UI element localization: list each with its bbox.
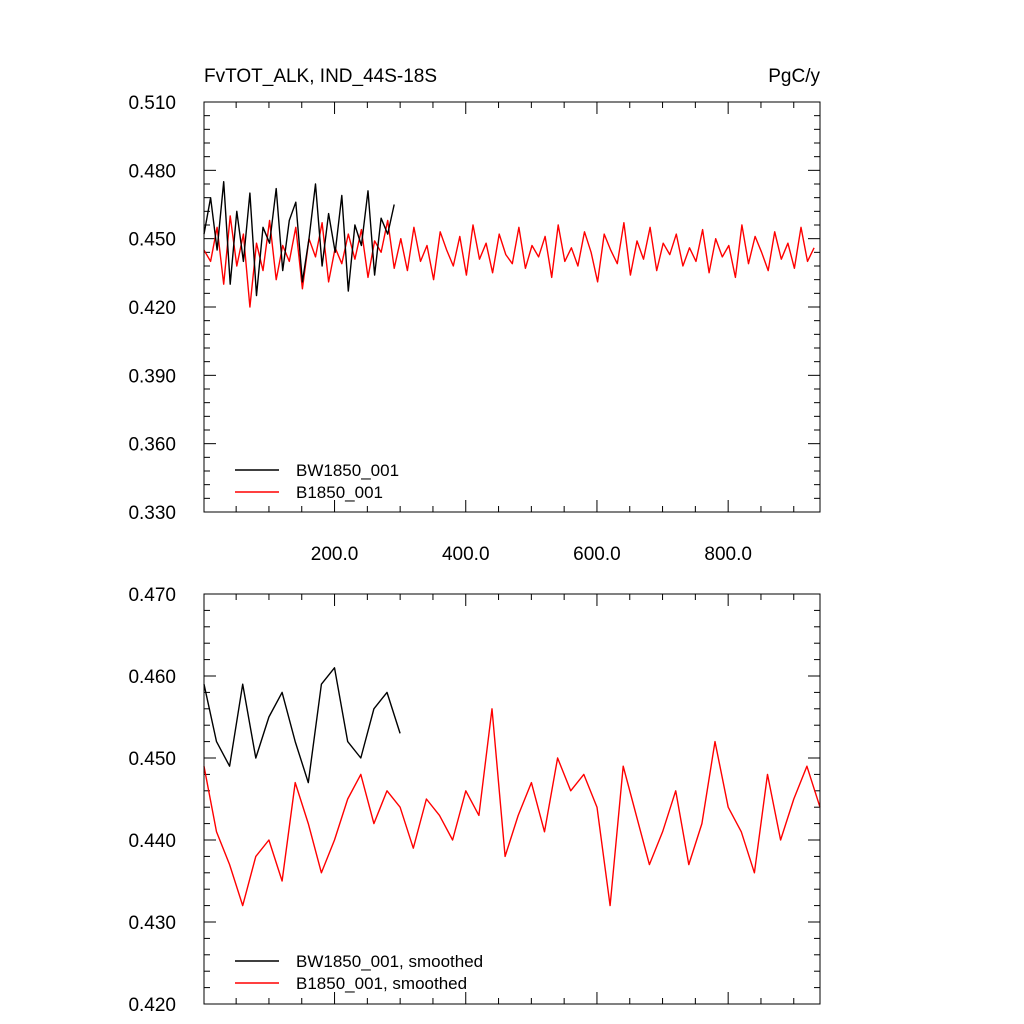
top-series-b1850-001 (203, 215, 815, 308)
top-panel-frame (203, 101, 821, 513)
bottom-panel-legend: BW1850_001, smoothed B1850_001, smoothed (235, 952, 483, 993)
bottom-panel-ticks: 0.420 0.430 0.440 0.450 0.460 0.470 (128, 585, 820, 1016)
x-tick-label: 800.0 (704, 544, 752, 565)
y-tick-label: 0.420 (128, 995, 176, 1016)
legend-label-b1850-smoothed: B1850_001, smoothed (296, 974, 467, 993)
top-series-bw1850-001 (203, 180, 395, 297)
top-panel-units: PgC/y (768, 66, 820, 87)
x-tick-label: 600.0 (573, 544, 621, 565)
top-panel-legend: BW1850_001 B1850_001 (235, 461, 399, 502)
top-panel-ticks: 0.330 0.360 0.390 0.420 0.450 0.480 0.510 200.0… (128, 93, 820, 565)
top-panel-title: FvTOT_ALK, IND_44S-18S (204, 66, 437, 87)
bottom-series-bw1850-001-smoothed (203, 667, 401, 784)
y-tick-label: 0.470 (128, 585, 176, 606)
y-tick-label: 0.450 (128, 230, 176, 251)
legend-label-bw1850-smoothed: BW1850_001, smoothed (296, 952, 483, 971)
legend-label-b1850: B1850_001 (296, 483, 383, 502)
y-tick-label: 0.450 (128, 749, 176, 770)
y-tick-label: 0.480 (128, 161, 176, 182)
x-tick-label: 200.0 (311, 544, 359, 565)
x-tick-label: 400.0 (442, 544, 490, 565)
top-panel-series (203, 180, 815, 308)
legend-label-bw1850: BW1850_001 (296, 461, 399, 480)
y-tick-label: 0.420 (128, 298, 176, 319)
y-tick-label: 0.360 (128, 435, 176, 456)
bottom-panel-series (203, 667, 821, 907)
y-tick-label: 0.330 (128, 503, 176, 524)
y-tick-label: 0.430 (128, 913, 176, 934)
y-tick-label: 0.390 (128, 366, 176, 387)
y-tick-label: 0.440 (128, 831, 176, 852)
y-tick-label: 0.510 (128, 93, 176, 114)
bottom-panel-frame (203, 593, 821, 1005)
top-panel: FvTOT_ALK, IND_44S-18S PgC/y 0.3300.3600… (128, 66, 821, 565)
bottom-series-b1850-001-smoothed (203, 708, 821, 907)
bottom-panel: 0.420 0.430 0.440 0.450 0.460 0.470 BW1850_00… (128, 585, 821, 1016)
y-tick-label: 0.460 (128, 667, 176, 688)
